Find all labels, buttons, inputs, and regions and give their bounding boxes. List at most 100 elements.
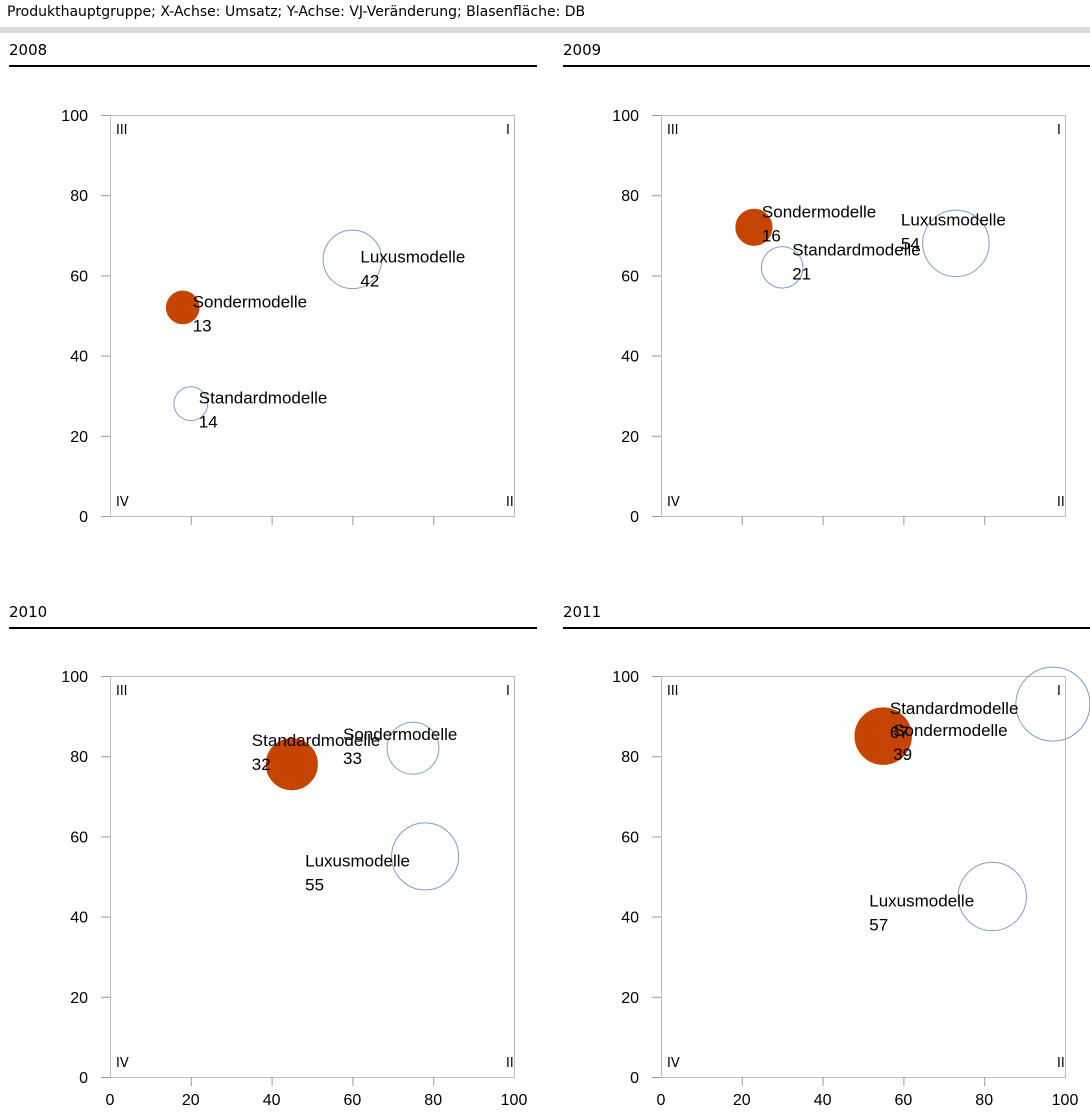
chart-header: Produkthauptgruppe; X-Achse: Umsatz; Y-A… [0, 0, 1090, 33]
y-tick-label-0-2: 40 [70, 349, 88, 366]
panel-title-2: 2010 [9, 603, 48, 621]
panel-title-3: 2011 [563, 603, 602, 621]
bubble-value-0-2: 14 [199, 413, 218, 432]
y-tick-label-1-3: 60 [621, 268, 639, 285]
x-tick-label-2-5: 100 [501, 1092, 528, 1109]
y-tick-label-3-1: 20 [621, 990, 639, 1007]
bubble-2-1 [391, 822, 460, 891]
bubble-1-1 [760, 246, 804, 289]
y-tick-label-1-5: 100 [612, 108, 639, 125]
x-tick-label-2-0: 0 [106, 1092, 115, 1109]
bubble-label-0-0: Luxusmodelle [360, 247, 465, 266]
bubble-1-0 [922, 209, 990, 278]
bubble-label-0-1: Sondermodelle [193, 292, 307, 311]
quadrant-label-iii-1: III [667, 123, 679, 138]
bubble-1-2 [735, 208, 773, 246]
y-tick-label-1-4: 80 [621, 188, 639, 205]
quadrant-label-iv-2: IV [116, 1056, 129, 1071]
x-tick-label-3-5: 100 [1052, 1092, 1079, 1109]
bubble-label-1-0: Sondermodelle [762, 202, 876, 221]
bubble-label-1-1: Luxusmodelle [901, 210, 1006, 229]
bubble-value-3-1: 39 [893, 745, 912, 764]
bubble-value-0-1: 13 [193, 316, 212, 335]
bubble-value-2-1: 32 [252, 755, 271, 774]
y-tick-label-2-4: 80 [70, 749, 88, 766]
bubble-label-1-2: Standardmodelle [792, 240, 921, 259]
y-tick-label-1-2: 40 [621, 349, 639, 366]
bubble-label-0-2: Standardmodelle [199, 389, 328, 408]
quadrant-label-i-1: I [1057, 123, 1061, 138]
bubble-label-3-2: Luxusmodelle [869, 892, 974, 911]
bubble-3-2 [854, 707, 912, 765]
x-tick-label-3-0: 0 [657, 1092, 666, 1109]
y-tick-label-3-2: 40 [621, 910, 639, 927]
bubble-2-2 [265, 738, 318, 791]
quadrant-label-ii-2: II [506, 1056, 514, 1071]
plot-frame-3 [661, 676, 1066, 1078]
quadrant-label-iii-0: III [116, 123, 128, 138]
y-tick-label-1-0: 0 [630, 509, 639, 526]
bubble-0-0 [322, 229, 383, 290]
bubble-3-0 [1015, 666, 1090, 742]
quadrant-label-ii-1: II [1057, 495, 1065, 510]
x-tick-label-3-2: 40 [814, 1092, 832, 1109]
bubble-value-2-2: 55 [305, 875, 324, 894]
y-tick-label-2-3: 60 [70, 829, 88, 846]
panel-rule-3 [563, 627, 1090, 629]
x-tick-label-3-4: 80 [975, 1092, 993, 1109]
bubble-0-1 [173, 386, 209, 422]
x-tick-label-2-2: 40 [263, 1092, 281, 1109]
y-tick-label-0-5: 100 [61, 108, 88, 125]
quadrant-label-i-3: I [1057, 684, 1061, 699]
y-tick-label-3-5: 100 [612, 669, 639, 686]
quadrant-label-iii-2: III [116, 684, 128, 699]
x-tick-label-3-3: 60 [895, 1092, 913, 1109]
quadrant-label-iv-3: IV [667, 1056, 680, 1071]
header-text: Produkthauptgruppe; X-Achse: Umsatz; Y-A… [7, 4, 586, 20]
quadrant-label-ii-0: II [506, 495, 514, 510]
y-tick-label-3-3: 60 [621, 829, 639, 846]
bubble-value-1-1: 54 [901, 234, 920, 253]
x-tick-label-2-3: 60 [344, 1092, 362, 1109]
quadrant-label-iv-1: IV [667, 495, 680, 510]
bubble-value-1-0: 16 [762, 226, 781, 245]
bubble-value-2-0: 33 [343, 749, 362, 768]
bubble-label-2-0: Sondermodelle [343, 725, 457, 744]
bubble-label-3-0: Standardmodelle [890, 699, 1019, 718]
panel-title-0: 2008 [9, 41, 48, 59]
y-tick-label-2-1: 20 [70, 990, 88, 1007]
bubble-label-3-1: Sondermodelle [893, 721, 1007, 740]
y-tick-label-2-0: 0 [79, 1070, 88, 1087]
bubble-0-2 [165, 290, 200, 325]
y-tick-label-3-4: 80 [621, 749, 639, 766]
y-tick-label-0-1: 20 [70, 429, 88, 446]
panel-rule-2 [9, 627, 537, 629]
bubble-value-1-2: 21 [792, 264, 811, 283]
plot-frame-2 [110, 676, 515, 1078]
plot-frame-1 [661, 115, 1066, 517]
bubble-2-0 [386, 721, 440, 775]
x-tick-label-3-1: 20 [733, 1092, 751, 1109]
quadrant-label-ii-3: II [1057, 1056, 1065, 1071]
panel-rule-0 [9, 65, 537, 67]
quadrant-label-iv-0: IV [116, 495, 129, 510]
bubble-label-2-2: Luxusmodelle [305, 851, 410, 870]
x-tick-label-2-4: 80 [424, 1092, 442, 1109]
x-tick-label-2-1: 20 [182, 1092, 200, 1109]
panel-rule-1 [563, 65, 1090, 67]
y-tick-label-2-5: 100 [61, 669, 88, 686]
quadrant-label-i-2: I [506, 684, 510, 699]
y-tick-label-3-0: 0 [630, 1070, 639, 1087]
bubble-3-1 [957, 861, 1027, 932]
y-tick-label-1-1: 20 [621, 429, 639, 446]
y-tick-label-2-2: 40 [70, 910, 88, 927]
y-tick-label-0-0: 0 [79, 509, 88, 526]
bubble-label-2-1: Standardmodelle [252, 731, 381, 750]
quadrant-label-i-0: I [506, 123, 510, 138]
bubble-value-3-2: 57 [869, 916, 888, 935]
y-tick-label-0-3: 60 [70, 268, 88, 285]
y-tick-label-0-4: 80 [70, 188, 88, 205]
quadrant-label-iii-3: III [667, 684, 679, 699]
bubble-value-0-0: 42 [360, 271, 379, 290]
